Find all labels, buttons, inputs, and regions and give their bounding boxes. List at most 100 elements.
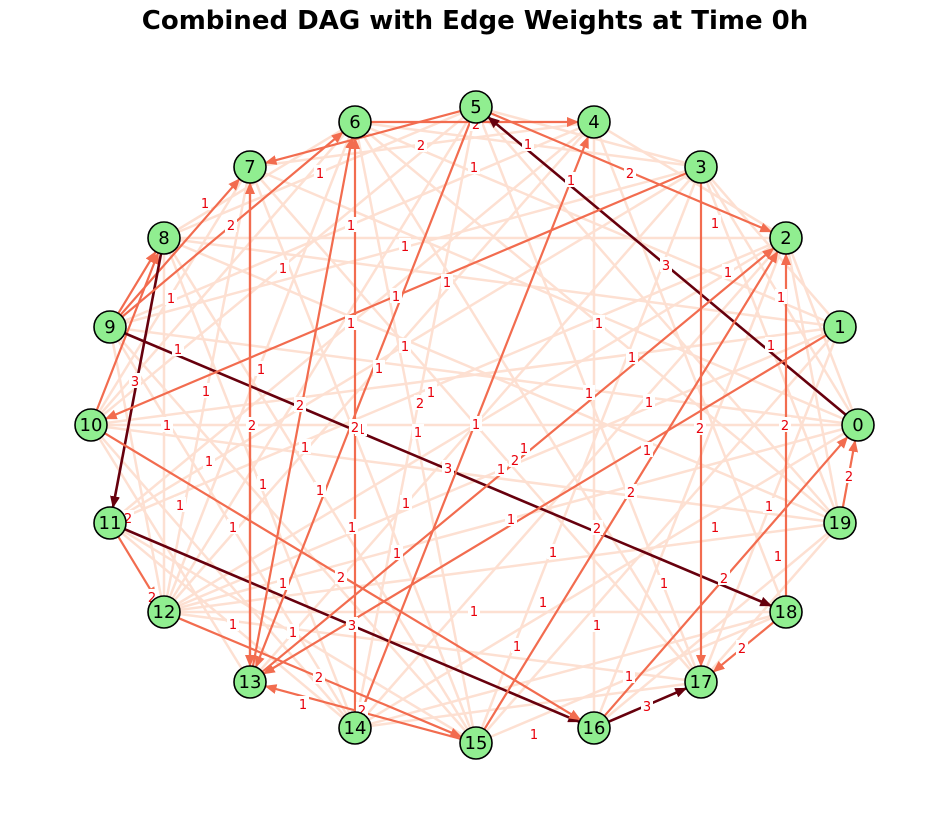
node-circle xyxy=(93,506,127,540)
faint-edge-10-19 xyxy=(90,423,841,525)
edge-weight-label: 1 xyxy=(567,174,575,189)
edge-weight-label: 1 xyxy=(176,499,184,514)
edge-weight-label: 1 xyxy=(205,455,213,470)
edge-label-bg xyxy=(200,383,212,398)
node-5[interactable]: 5 xyxy=(459,90,493,124)
edge-weight-label: 1 xyxy=(347,317,355,332)
node-label: 0 xyxy=(852,415,863,436)
edge-label-bg xyxy=(537,594,549,609)
edge-label-bg xyxy=(779,417,791,432)
edge-label-bg xyxy=(441,274,453,289)
node-circle xyxy=(769,221,803,255)
edge-label-bg xyxy=(161,417,173,432)
edge-weight-label: 1 xyxy=(628,351,636,366)
node-18[interactable]: 18 xyxy=(769,595,803,629)
node-label: 1 xyxy=(834,317,845,338)
node-label: 12 xyxy=(153,602,176,623)
edge-weight-label: 1 xyxy=(393,547,401,562)
faint-edge-8-19 xyxy=(163,236,841,525)
edge-label-bg xyxy=(373,360,385,375)
edge-weight-label: 1 xyxy=(301,441,309,456)
edge-label-bg xyxy=(346,617,358,632)
node-3[interactable]: 3 xyxy=(684,150,718,184)
node-circle xyxy=(823,310,857,344)
edge-weight-label: 1 xyxy=(595,317,603,332)
edge-label-bg xyxy=(172,341,184,356)
edge-label-bg xyxy=(765,337,777,352)
node-16[interactable]: 16 xyxy=(577,711,611,745)
edge-label-bg xyxy=(468,159,480,174)
edge-weight-label: 1 xyxy=(470,161,478,176)
edge-weight-label: 2 xyxy=(696,422,704,437)
edge-weight-label: 1 xyxy=(347,219,355,234)
faint-edge-10-14 xyxy=(90,424,356,729)
edge-label-bg xyxy=(174,497,186,512)
edge-label-bg xyxy=(772,548,784,563)
edge-weight-label: 3 xyxy=(348,619,356,634)
edge-weight-label: 1 xyxy=(316,484,324,499)
edge-label-bg xyxy=(468,603,480,618)
edge-weight-label: 1 xyxy=(202,385,210,400)
edge-weight-label: 1 xyxy=(259,478,267,493)
node-label: 8 xyxy=(158,228,169,249)
node-13[interactable]: 13 xyxy=(233,665,267,699)
edge-label-bg xyxy=(843,468,855,483)
edge-weight-label: 1 xyxy=(201,197,209,212)
node-label: 11 xyxy=(99,513,122,534)
node-1[interactable]: 1 xyxy=(823,310,857,344)
node-label: 19 xyxy=(829,513,852,534)
edge-weight-label: 1 xyxy=(774,550,782,565)
edge-labels-layer: 1 1 1 1 1 1 1 1 1 1 1 1 1 1 1 1 1 1 1 1 1 1 1 1 1 1 1 1 1 1 1 1 1 1 1 1 1 1 1 1… xyxy=(122,116,855,743)
edge-label-bg xyxy=(660,257,672,272)
node-6[interactable]: 6 xyxy=(338,105,372,139)
edge-label-bg xyxy=(641,698,653,713)
faint-edge-17-19 xyxy=(700,522,841,683)
edge-5-to-13 xyxy=(254,120,472,669)
edge-weight-label: 3 xyxy=(643,700,651,715)
faint-edge-1-6 xyxy=(354,120,841,329)
edge-label-bg xyxy=(345,217,357,232)
edge-label-bg xyxy=(203,453,215,468)
edge-label-bg xyxy=(246,417,258,432)
node-circle xyxy=(577,711,611,745)
edge-weight-label: 1 xyxy=(539,596,547,611)
edge-label-bg xyxy=(658,575,670,590)
node-label: 16 xyxy=(583,718,606,739)
edge-label-bg xyxy=(522,136,534,151)
edge-weight-label: 1 xyxy=(711,521,719,536)
edge-label-bg xyxy=(165,290,177,305)
edge-label-bg xyxy=(511,638,523,653)
node-9[interactable]: 9 xyxy=(93,310,127,344)
node-circle xyxy=(459,726,493,760)
node-8[interactable]: 8 xyxy=(147,221,181,255)
node-17[interactable]: 17 xyxy=(684,665,718,699)
node-14[interactable]: 14 xyxy=(338,711,372,745)
edge-weight-label: 3 xyxy=(131,375,139,390)
node-label: 18 xyxy=(775,602,798,623)
node-2[interactable]: 2 xyxy=(769,221,803,255)
faint-edge-5-14 xyxy=(353,106,478,729)
faint-edge-7-15 xyxy=(248,166,478,744)
node-label: 5 xyxy=(470,97,481,118)
node-12[interactable]: 12 xyxy=(147,595,181,629)
edge-label-bg xyxy=(225,217,237,232)
node-circle xyxy=(769,595,803,629)
edge-weight-label: 1 xyxy=(765,500,773,515)
node-19[interactable]: 19 xyxy=(823,506,857,540)
faint-edge-12-17 xyxy=(163,610,702,684)
edge-weight-label: 1 xyxy=(401,340,409,355)
edge-weight-label: 2 xyxy=(416,397,424,412)
edge-weight-label: 1 xyxy=(167,292,175,307)
faint-edge-16-19 xyxy=(593,522,841,729)
node-10[interactable]: 10 xyxy=(74,408,108,442)
node-0[interactable]: 0 xyxy=(841,408,875,442)
node-7[interactable]: 7 xyxy=(233,150,267,184)
faint-edge-9-12 xyxy=(108,326,166,613)
edge-weight-label: 1 xyxy=(520,442,528,457)
edge-weight-label: 1 xyxy=(402,497,410,512)
node-circle xyxy=(147,221,181,255)
node-15[interactable]: 15 xyxy=(459,726,493,760)
node-4[interactable]: 4 xyxy=(577,105,611,139)
node-11[interactable]: 11 xyxy=(93,506,127,540)
faint-edge-2-11 xyxy=(109,236,787,525)
